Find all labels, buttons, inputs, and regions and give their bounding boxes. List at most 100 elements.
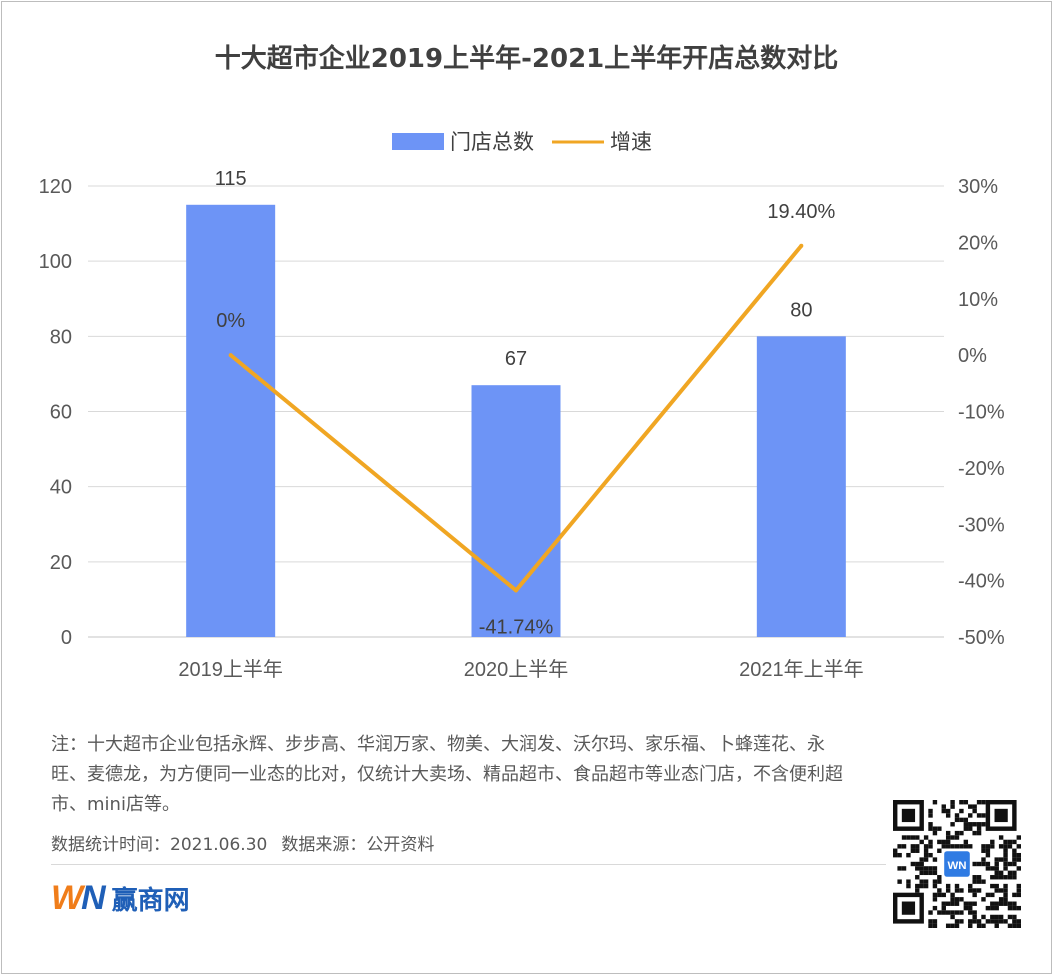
qr-module	[963, 817, 969, 823]
qr-module	[945, 835, 951, 840]
data-source: 数据来源：公开资料	[281, 835, 435, 855]
qr-module	[923, 866, 929, 871]
qr-module	[1003, 839, 1008, 845]
qr-module	[1007, 905, 1013, 911]
qr-module	[941, 905, 946, 911]
qr-module	[897, 852, 902, 858]
qr-module	[1003, 857, 1008, 862]
qr-module	[1016, 866, 1021, 871]
qr-module	[928, 866, 933, 871]
qr-module	[959, 800, 964, 805]
qr-module	[976, 830, 982, 836]
qr-module	[1003, 848, 1008, 853]
qr-module	[910, 861, 916, 867]
right-tick-label: -40%	[958, 571, 1005, 593]
qr-module	[954, 883, 960, 889]
qr-module	[981, 822, 986, 827]
qr-module	[954, 830, 960, 836]
qr-module	[990, 901, 995, 906]
legend-bar-swatch	[392, 133, 444, 150]
qr-module	[950, 822, 955, 827]
qr-module	[923, 857, 929, 862]
qr-module	[985, 861, 991, 867]
qr-module	[1012, 875, 1017, 880]
qr-module	[985, 866, 991, 871]
qr-module	[1003, 866, 1008, 871]
growth-point	[228, 353, 233, 358]
qr-module	[972, 830, 977, 836]
qr-module	[985, 844, 991, 849]
qr-finder-inner	[994, 808, 1008, 823]
qr-module	[919, 879, 924, 884]
left-tick-label: 40	[50, 477, 72, 499]
qr-module	[928, 826, 933, 831]
qr-module	[910, 848, 916, 853]
qr-finder-inner	[901, 901, 916, 915]
qr-module	[941, 808, 946, 814]
qr-module	[998, 857, 1004, 862]
bar	[471, 385, 561, 637]
qr-module	[950, 897, 955, 902]
qr-module	[932, 857, 938, 862]
qr-module	[1012, 870, 1017, 876]
qr-module	[976, 919, 982, 924]
qr-module	[928, 822, 933, 827]
bar-value-label: 80	[790, 299, 812, 321]
qr-module	[941, 892, 946, 898]
qr-module	[963, 901, 969, 906]
qr-module	[963, 826, 969, 831]
qr-module	[1003, 861, 1008, 867]
qr-module	[959, 919, 964, 924]
qr-module	[994, 923, 999, 928]
qr-module	[1003, 892, 1008, 898]
left-tick-label: 60	[50, 402, 72, 424]
qr-module	[968, 905, 973, 911]
qr-module	[972, 910, 977, 915]
qr-module	[941, 910, 946, 915]
qr-module	[981, 914, 986, 920]
qr-module	[976, 800, 982, 805]
qr-module	[1012, 914, 1017, 920]
qr-module	[981, 848, 986, 853]
qr-module	[906, 852, 911, 858]
qr-module	[959, 888, 964, 893]
qr-module	[1012, 839, 1017, 845]
qr-module	[937, 826, 942, 831]
qr-module	[941, 901, 946, 906]
qr-module	[945, 813, 951, 818]
qr-module	[972, 914, 977, 920]
right-tick-label: -30%	[958, 514, 1005, 536]
qr-module	[945, 844, 951, 849]
qr-module	[1012, 852, 1017, 858]
qr-module	[998, 914, 1004, 920]
qr-module	[1007, 839, 1013, 845]
brand-logo[interactable]: WN 赢商网	[51, 878, 190, 918]
qr-module	[937, 888, 942, 893]
qr-module	[919, 861, 924, 867]
qr-module	[981, 813, 986, 818]
data-meta: 数据统计时间：2021.06.30 数据来源：公开资料	[51, 830, 448, 855]
qr-module	[1012, 848, 1017, 853]
qr-module	[1007, 844, 1013, 849]
qr-module	[1003, 919, 1008, 924]
qr-module	[959, 910, 964, 915]
qr-module	[954, 897, 960, 902]
qr-module	[901, 844, 907, 849]
qr-module	[972, 804, 977, 809]
qr-code[interactable]: WN	[893, 800, 1021, 928]
qr-module	[906, 835, 911, 840]
qr-module	[976, 923, 982, 928]
qr-module	[1012, 901, 1017, 906]
qr-module	[915, 883, 920, 889]
qr-module	[972, 901, 977, 906]
qr-module	[954, 919, 960, 924]
qr-module	[923, 844, 929, 849]
qr-module	[915, 848, 920, 853]
qr-module	[968, 804, 973, 809]
qr-module	[928, 839, 933, 845]
qr-module	[915, 835, 920, 840]
qr-module	[1003, 875, 1008, 880]
qr-module	[932, 919, 938, 924]
qr-module	[994, 888, 999, 893]
qr-module	[928, 910, 933, 915]
